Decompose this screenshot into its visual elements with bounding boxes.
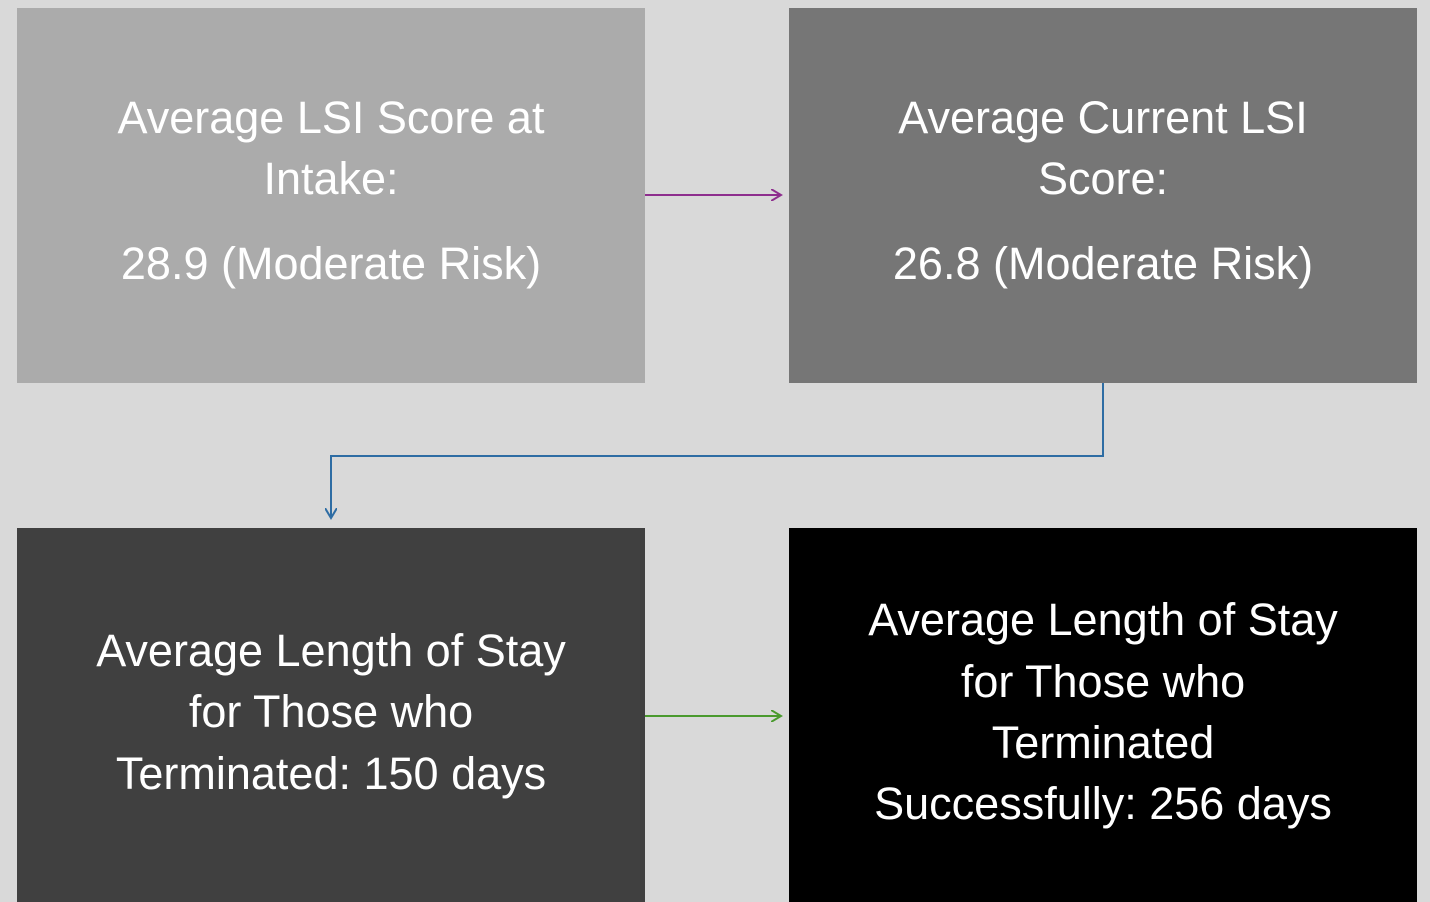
node-text: Average Length of Stay: [96, 625, 566, 676]
box: [789, 8, 1417, 383]
node-value: 28.9 (Moderate Risk): [121, 238, 541, 289]
node-text: Terminated: [992, 717, 1215, 768]
node-text: for Those who: [961, 656, 1245, 707]
node-text: Average Length of Stay: [868, 594, 1338, 645]
node-text: Terminated: 150 days: [116, 748, 546, 799]
box: [789, 528, 1417, 902]
node-text: Intake:: [263, 153, 398, 204]
box: [17, 8, 645, 383]
box: [17, 528, 645, 902]
node-value: 26.8 (Moderate Risk): [893, 238, 1313, 289]
node-text: Average LSI Score at: [118, 92, 545, 143]
node-text: Successfully: 256 days: [874, 778, 1332, 829]
node-text: Average Current LSI: [898, 92, 1307, 143]
node-text: Score:: [1038, 153, 1168, 204]
arrow: [331, 383, 1104, 518]
node-text: for Those who: [189, 686, 473, 737]
